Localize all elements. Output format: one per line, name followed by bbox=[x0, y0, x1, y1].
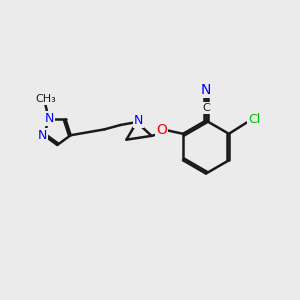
Text: C: C bbox=[202, 103, 210, 113]
Text: N: N bbox=[44, 112, 54, 125]
Text: CH₃: CH₃ bbox=[35, 94, 56, 104]
Text: N: N bbox=[201, 83, 211, 97]
Text: Cl: Cl bbox=[248, 113, 260, 126]
Text: N: N bbox=[38, 129, 47, 142]
Text: O: O bbox=[156, 123, 167, 137]
Text: N: N bbox=[134, 114, 143, 127]
